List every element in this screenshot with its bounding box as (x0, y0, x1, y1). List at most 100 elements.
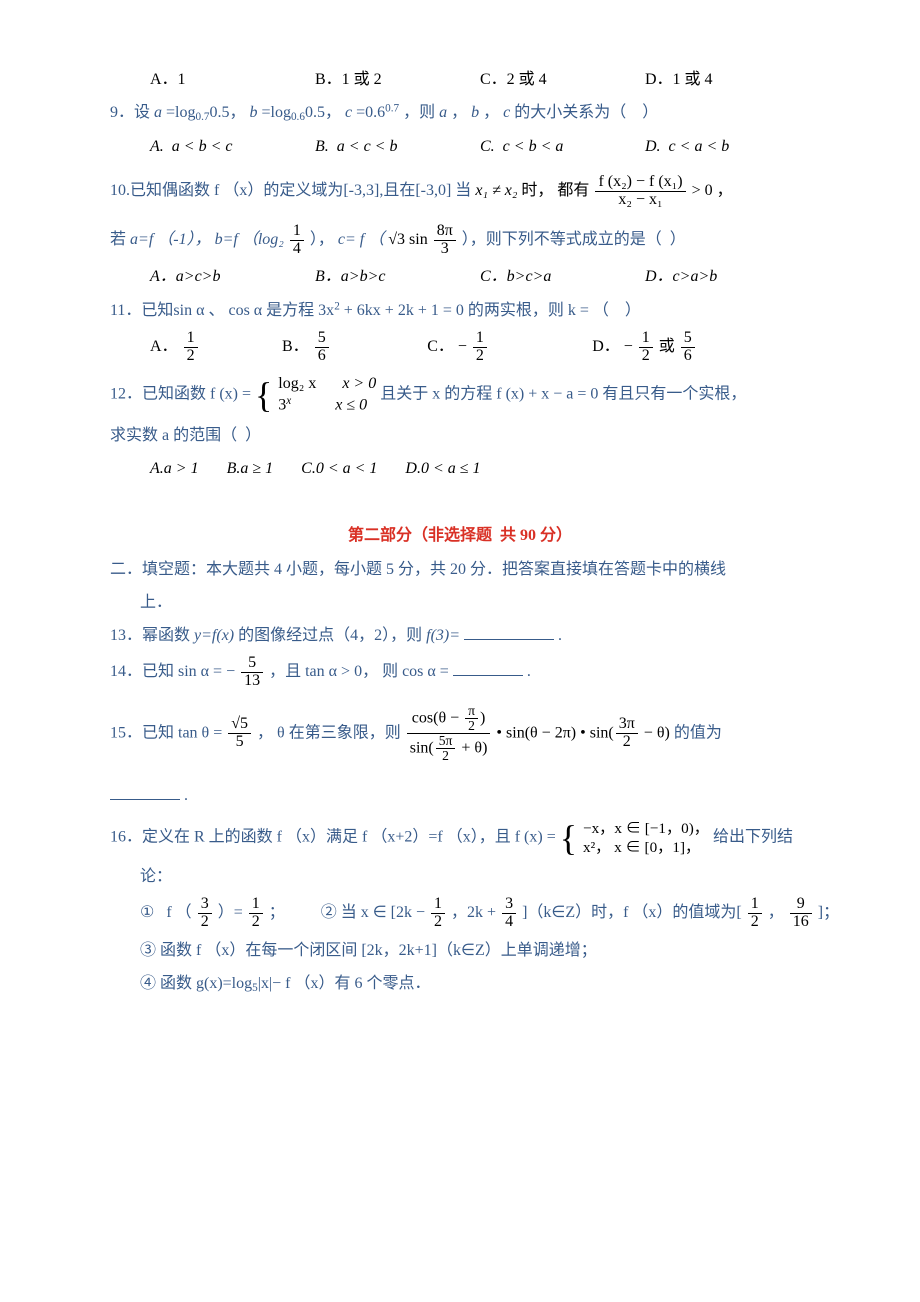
q15-md-pre: sin( (410, 740, 434, 757)
q16-i2f2-n: 3 (502, 896, 516, 914)
q10-l2-pre: 若 (110, 231, 130, 248)
q9-options: A. a < b < c B. a < c < b C. c < b < a D… (110, 133, 810, 160)
q9-stem: 9．设 a =log0.70.5， b =log0.60.5， c =0.60.… (110, 99, 810, 127)
q15-range: θ 在第三象限，则 (277, 724, 405, 741)
q12-stem-line1: 12．已知函数 f (x) = { log₂ x x > 0 3x x ≤ 0 … (110, 374, 810, 416)
q14-pre: 14．已知 sin α = − (110, 663, 235, 680)
q15-s2-n: 3π (616, 716, 638, 734)
q10-opt-c: C．b>c>a (480, 263, 645, 290)
q10-pre: 10.已知偶函数 f （x）的定义域为[-3,3],且在[-3,0] 当 (110, 182, 471, 199)
q11-c-lbl: C． (427, 338, 454, 355)
q9-pre: 9．设 (110, 104, 154, 121)
q9-b-base: 0.6 (291, 111, 305, 123)
q9-c-exp: 0.7 (385, 103, 399, 115)
q12-opt-b: B.a ≥ 1 (227, 455, 274, 482)
q16-i2-br: ]（k∈Z）时，f （x）的值域为[ (522, 904, 742, 921)
q16-i2-mid: ，2k + (451, 904, 500, 921)
q15-md-fn: 5π (436, 734, 456, 749)
q11-exp: 2 (334, 300, 340, 312)
q9-a: a (154, 104, 162, 121)
q12-c2-cond: x ≤ 0 (335, 397, 367, 414)
q13-pre: 13．幂函数 (110, 627, 194, 644)
q15-s2-pre: sin( (590, 724, 614, 741)
q11-b-n: 5 (315, 330, 329, 348)
q11-pre: 11．已知sin α 、 cos α 是方程 3x (110, 302, 334, 319)
sec2-head: 二．填空题：本大题共 4 小题，每小题 5 分，共 20 分．把答案直接填在答题… (110, 561, 726, 578)
q16-i2f4-d: 16 (790, 914, 812, 931)
section2-head: 二．填空题：本大题共 4 小题，每小题 5 分，共 20 分．把答案直接填在答题… (110, 556, 810, 583)
q10-beq-pre: b=f （log₂ (215, 231, 284, 248)
q11-a-n: 1 (184, 330, 198, 348)
q8-opt-b: B．1 或 2 (315, 66, 480, 93)
q11-a-d: 2 (184, 348, 198, 365)
q16-pre: 16．定义在 R 上的函数 f （x）满足 f （x+2）=f （x），且 f … (110, 829, 560, 846)
q15-md-fd: 2 (436, 749, 456, 763)
q11-opt-b: B． 5 6 (282, 330, 427, 365)
q16-c2: x²， x ∈ [0，1]， (583, 838, 709, 857)
q11-d-lbl: D． (592, 338, 620, 355)
q11-c-d: 2 (473, 348, 487, 365)
q10-opt-d: D．c>a>b (645, 263, 810, 290)
q15-stem: 15．已知 tan θ = √5 5 ， θ 在第三象限，则 cos(θ − π… (110, 704, 810, 764)
q15-mn-pre: cos(θ − (412, 709, 463, 726)
q12-c1-cond: x > 0 (342, 375, 376, 392)
q11-d2-d: 6 (681, 348, 695, 365)
q11-d1-n: 1 (639, 330, 653, 348)
q9-b-arg: 0.5， (305, 104, 341, 121)
q11-stem: 11．已知sin α 、 cos α 是方程 3x2 + 6kx + 2k + … (110, 297, 810, 324)
q9-v-c: c (503, 104, 510, 121)
q10-cfrac-n: 8π (434, 223, 456, 241)
q15-pre: 15．已知 tan θ = (110, 724, 226, 741)
q10-frac-num: f (x₂) − f (x₁) (595, 174, 685, 192)
q11-a-lbl: A． (150, 338, 178, 355)
q16-i4-arg: |x|− f （x）有 6 个零点． (258, 975, 431, 992)
q10-cfrac-d: 3 (434, 241, 456, 258)
q15-sin1: sin(θ − 2π) (506, 724, 576, 741)
q8-options: A．1 B．1 或 2 C．2 或 4 D．1 或 4 (110, 66, 810, 93)
q16-i1-n: 3 (198, 896, 212, 914)
q16-i1-post: ； (269, 904, 285, 921)
q16-i1-mid: ）= (218, 904, 243, 921)
q12-c1-lhs: log₂ x (278, 375, 316, 392)
q10-bfrac-d: 4 (290, 241, 304, 258)
q11-d-or: 或 (659, 338, 675, 355)
q9-c-rhs: =0.6 (356, 104, 385, 121)
q16-i2-post: ]； (818, 904, 839, 921)
q11-d1-d: 2 (639, 348, 653, 365)
q15-blank (110, 783, 180, 800)
q16-i4-pre: ④ 函数 g(x)=log (140, 975, 252, 992)
q10-neq: x₁ ≠ x₂ (475, 182, 517, 199)
q11-c-n: 1 (473, 330, 487, 348)
q10-stem-line2: 若 a=f （-1）， b=f （log₂ 1 4 ）， c= f （ √3 s… (110, 223, 810, 258)
q12-opt-a: A.a > 1 (150, 455, 199, 482)
part2-title: 第二部分（非选择题 共 90 分） (348, 527, 572, 544)
q9-a-log: =log (166, 104, 195, 121)
q9-opt-c: C. c < b < a (480, 133, 645, 160)
q15-dot1: • (496, 724, 506, 741)
q13-stem: 13．幂函数 y=f(x) 的图像经过点（4，2），则 f(3)= . (110, 622, 810, 649)
q15-s2-d: 2 (616, 734, 638, 751)
q11-c-neg: − (458, 338, 467, 355)
q12-mid: 且关于 x 的方程 f (x) + x − a = 0 有且只有一个实根， (380, 386, 746, 403)
q14-d: 13 (241, 673, 263, 690)
section2-head2: 上． (110, 589, 810, 616)
q12-opt-d: D.0 < a ≤ 1 (405, 455, 480, 482)
q10-frac-den: x₂ − x₁ (595, 192, 685, 209)
q10-opt-b: B．a>b>c (315, 263, 480, 290)
q16-item12: ① f （ 3 2 ）= 1 2 ； ② 当 x ∈ [2k − 1 2 ，2k… (110, 896, 810, 931)
q9-a-arg: 0.5， (209, 104, 245, 121)
q9-v-b: b (471, 104, 479, 121)
q15-blank-line: . (110, 782, 810, 809)
q10-opt-a: A．a>c>b (150, 263, 315, 290)
q9-tail: ，则 (403, 104, 435, 121)
q11-opt-a: A． 1 2 (150, 330, 282, 365)
q16-i2-c: ， (768, 904, 784, 921)
q14-mid: ，且 tan α > 0， 则 cos α = (269, 663, 453, 680)
q8-opt-a: A．1 (150, 66, 315, 93)
q10-csqrt: √3 (388, 231, 405, 248)
q13-tail: . (558, 627, 562, 644)
q13-f3: f(3)= (426, 627, 460, 644)
q15-s2-post: − θ) (640, 724, 670, 741)
q16-i1-pre: ① f （ (140, 904, 192, 921)
q15-mn-fn: π (465, 704, 478, 719)
